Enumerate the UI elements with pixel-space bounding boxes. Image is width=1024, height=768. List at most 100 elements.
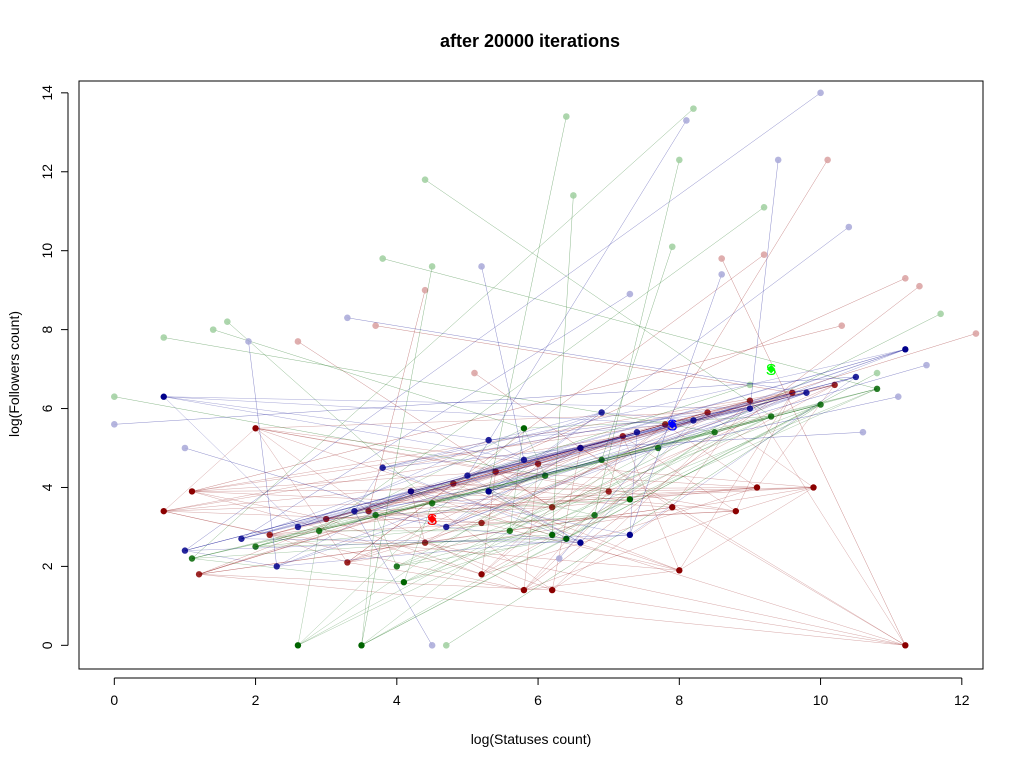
green-link-line bbox=[509, 416, 772, 532]
red-link-line bbox=[163, 487, 814, 512]
green-link-line bbox=[509, 428, 525, 531]
red-light-link bbox=[375, 325, 793, 394]
green-link-line bbox=[488, 491, 595, 516]
red-link-line bbox=[453, 483, 609, 492]
y-tick-label: 14 bbox=[39, 85, 55, 101]
red-link-line bbox=[735, 487, 814, 512]
red-light-point bbox=[718, 255, 725, 262]
blue-link-line bbox=[163, 396, 673, 425]
red-light-link bbox=[523, 286, 920, 591]
red-link-line bbox=[347, 487, 814, 563]
green-link-line bbox=[601, 459, 631, 500]
red-light-link bbox=[453, 278, 906, 484]
blue-light-point bbox=[245, 338, 252, 345]
blue-light-point bbox=[859, 428, 867, 436]
blue-link-line bbox=[163, 396, 524, 461]
red-link-line bbox=[481, 491, 609, 524]
red-link-line bbox=[163, 428, 256, 512]
red-link-line bbox=[255, 428, 609, 492]
red-link-line bbox=[255, 428, 680, 571]
blue-link-line bbox=[446, 412, 602, 528]
green-data-point bbox=[873, 385, 881, 393]
blue-link-line bbox=[297, 439, 489, 528]
red-outlier-point bbox=[676, 567, 683, 574]
green-light-link bbox=[163, 337, 715, 433]
green-link-line bbox=[191, 447, 659, 559]
red-link-line bbox=[481, 471, 496, 575]
red-outlier-point bbox=[753, 484, 761, 491]
blue-link-line bbox=[693, 349, 906, 421]
red-link-line bbox=[622, 436, 680, 571]
green-light-point bbox=[224, 318, 231, 326]
green-link-line bbox=[432, 503, 553, 536]
green-light-point bbox=[668, 243, 676, 251]
green-data-point bbox=[252, 543, 259, 550]
red-light-link bbox=[191, 325, 842, 492]
red-outlier-point bbox=[520, 586, 528, 594]
green-link-line bbox=[361, 538, 567, 646]
green-link-line bbox=[509, 475, 546, 532]
green-data-point bbox=[817, 401, 824, 408]
red-link-line bbox=[410, 491, 553, 591]
green-outlier-point bbox=[548, 531, 556, 539]
green-outlier-point bbox=[626, 496, 634, 503]
red-link-line bbox=[538, 463, 814, 488]
green-light-link bbox=[446, 404, 821, 646]
blue-light-link bbox=[467, 120, 687, 476]
green-data-point bbox=[372, 511, 379, 519]
blue-light-point bbox=[817, 89, 824, 97]
red-light-point bbox=[838, 322, 846, 329]
red-data-point bbox=[789, 389, 796, 396]
red-light-point bbox=[916, 282, 923, 290]
red-link-line bbox=[523, 510, 736, 591]
green-data-point bbox=[711, 429, 718, 436]
red-light-point bbox=[760, 251, 768, 258]
red-data-point bbox=[605, 488, 612, 495]
red-link-line bbox=[523, 463, 539, 591]
green-data-point bbox=[767, 413, 775, 420]
red-link-line bbox=[481, 507, 553, 575]
blue-link-line bbox=[488, 412, 602, 492]
green-link-line bbox=[361, 404, 821, 646]
green-link-line bbox=[403, 447, 659, 583]
green-light-link bbox=[551, 195, 574, 535]
green-light-link bbox=[191, 108, 694, 559]
red-link-line bbox=[481, 463, 539, 524]
blue-link-line bbox=[488, 408, 750, 441]
red-link-line bbox=[326, 506, 553, 520]
red-link-line bbox=[255, 428, 369, 512]
red-link-line bbox=[199, 506, 673, 575]
blue-data-point bbox=[273, 563, 280, 570]
blue-link-line bbox=[446, 392, 807, 528]
red-link-line bbox=[410, 491, 673, 508]
y-tick-label: 10 bbox=[39, 243, 55, 259]
green-light-link bbox=[361, 266, 433, 646]
green-light-point bbox=[160, 334, 168, 341]
red-data-point bbox=[661, 421, 669, 428]
red-link-line bbox=[552, 384, 835, 508]
blue-link-line bbox=[601, 412, 694, 421]
red-light-point bbox=[294, 338, 302, 345]
blue-data-point bbox=[379, 464, 386, 471]
blue-data-point bbox=[351, 507, 358, 515]
red-link-line bbox=[269, 463, 539, 536]
green-data-point bbox=[428, 500, 436, 507]
blue-link-line bbox=[488, 349, 906, 492]
green-data-point bbox=[393, 563, 401, 570]
blue-data-point bbox=[238, 535, 245, 542]
blue-light-link bbox=[629, 274, 722, 535]
blue-link-line bbox=[446, 349, 906, 528]
green-light-link bbox=[227, 321, 433, 504]
green-link-line bbox=[566, 432, 715, 539]
blue-light-point bbox=[428, 642, 436, 649]
x-tick-label: 10 bbox=[813, 692, 829, 708]
red-link-line bbox=[191, 487, 758, 492]
green-light-link bbox=[424, 179, 772, 417]
blue-link-line bbox=[276, 431, 638, 567]
red-link-line bbox=[269, 534, 348, 563]
blue-link-line bbox=[184, 491, 412, 551]
green-link-line bbox=[396, 404, 821, 567]
green-light-link bbox=[488, 116, 567, 492]
red-link-line bbox=[552, 589, 906, 646]
